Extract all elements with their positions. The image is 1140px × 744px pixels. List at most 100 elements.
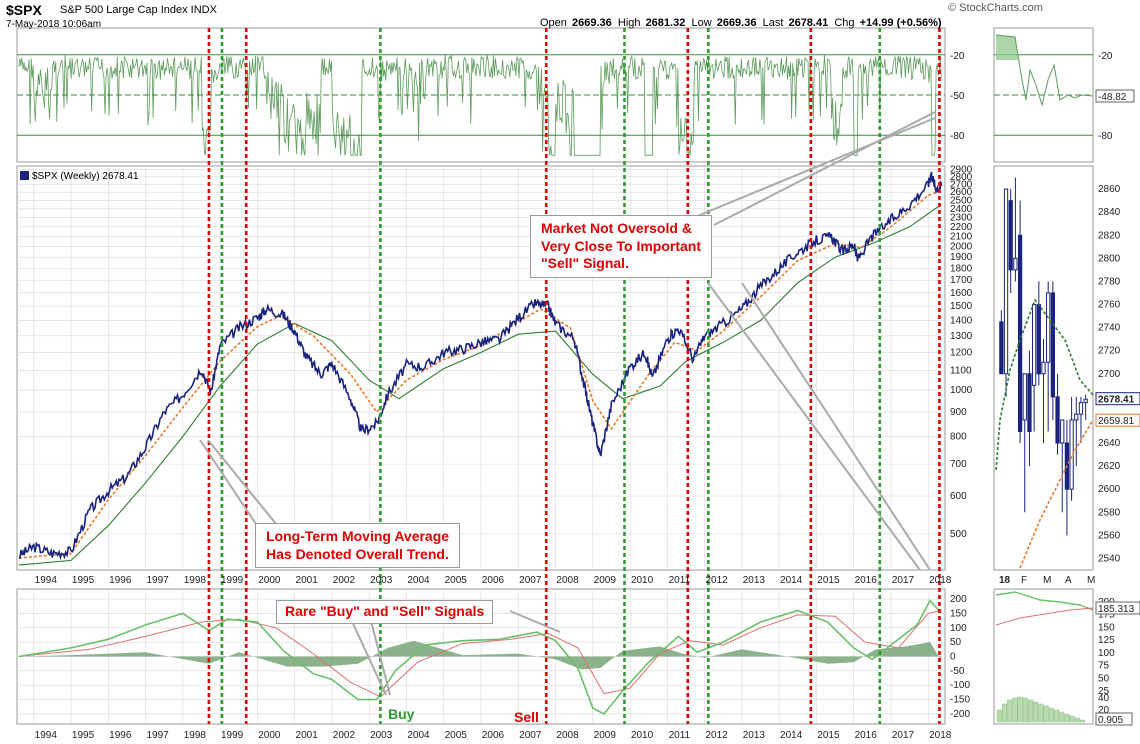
macd-line: [18, 599, 942, 715]
high-value: 2681.32: [645, 17, 686, 29]
symbol-description: S&P 500 Large Cap Index INDX: [60, 4, 217, 16]
x-tick-label: 2013: [743, 730, 766, 741]
x-tick-label: 1999: [221, 730, 244, 741]
macd-tick-label: -200: [950, 709, 970, 720]
price-tick-label: 2400: [950, 204, 973, 215]
inset-price-tick-label: 2580: [1098, 507, 1121, 518]
inset-x-tick-label: F: [1021, 575, 1027, 586]
x-tick-label: 1997: [146, 575, 169, 586]
x-tick-label: 2004: [407, 730, 430, 741]
annotation-line: Very Close To Important: [541, 237, 701, 254]
x-tick-label: 1994: [35, 730, 58, 741]
inset-x-tick-label: M: [1043, 575, 1051, 586]
inset-sub-last-value: 0.905: [1098, 715, 1123, 726]
x-tick-label: 2011: [669, 730, 691, 741]
inset-sub-bar: [1012, 697, 1018, 723]
price-legend: $SPX (Weekly) 2678.41: [20, 171, 139, 182]
inset-candle-body: [1036, 304, 1041, 375]
inset-macd-tick-label: 100: [1098, 648, 1115, 659]
inset-macd-line: [995, 591, 1094, 611]
inset-sub-bar: [1048, 707, 1054, 723]
chg-value: +14.99 (+0.56%): [859, 17, 942, 29]
inset-sub-bar: [1027, 699, 1034, 723]
x-tick-label: 2008: [556, 575, 579, 586]
inset-price-tick-label: 2700: [1098, 369, 1121, 380]
callout-connector: [694, 117, 936, 218]
annotation-long-term-ma: Long-Term Moving Average Has Denoted Ove…: [255, 523, 461, 568]
inset-candle-body: [1050, 292, 1056, 398]
x-tick-label: 2015: [817, 730, 840, 741]
x-tick-label: 2017: [892, 730, 915, 741]
x-tick-label: 2005: [445, 730, 468, 741]
x-tick-label: 2009: [594, 730, 617, 741]
inset-sub-bar: [1001, 703, 1008, 723]
inset-sub-tick-label: 40: [1098, 693, 1110, 704]
inset-x-tick-label: M: [1087, 575, 1095, 586]
inset-x-tick-label: A: [1065, 575, 1072, 586]
price-tick-label: 900: [950, 407, 967, 418]
price-tick-label: 1500: [950, 301, 973, 312]
price-tick-label: 1200: [950, 347, 973, 358]
inset-sub-tick-label: 20: [1098, 705, 1110, 716]
x-tick-label: 2003: [370, 575, 393, 586]
open-label: Open: [540, 17, 567, 29]
short-moving-average-line: [18, 189, 942, 559]
x-tick-label: 2008: [556, 730, 579, 741]
callout-connector: [509, 610, 561, 633]
inset-sub-bar: [1053, 709, 1060, 723]
x-tick-label: 2006: [482, 730, 505, 741]
inset-candle-body: [1083, 398, 1088, 404]
inset-oscillator-last-value: -48.82: [1098, 92, 1127, 103]
inset-price-tick-label: 2600: [1098, 484, 1121, 495]
inset-sub-bar: [1079, 719, 1086, 723]
inset-candle-body: [1013, 257, 1018, 271]
x-tick-label: 2002: [333, 730, 356, 741]
x-tick-label: 2016: [855, 730, 878, 741]
callout-connector: [369, 616, 391, 696]
chg-label: Chg: [834, 17, 855, 29]
open-value: 2669.36: [571, 17, 612, 29]
price-tick-label: 700: [950, 459, 967, 470]
inset-sub-bar: [1007, 699, 1013, 723]
inset-sub-bar: [1074, 717, 1080, 723]
inset-price-tick-label: 2780: [1098, 276, 1121, 287]
inset-x-tick-label: 18: [999, 575, 1011, 586]
price-tick-label: 2300: [950, 213, 973, 224]
x-tick-label: 2011: [669, 575, 691, 586]
x-tick-label: 2009: [594, 575, 617, 586]
annotation-line: Rare "Buy" and "Sell" Signals: [285, 603, 485, 619]
price-tick-label: 2500: [950, 195, 973, 206]
inset-macd-tick-label: 125: [1098, 635, 1115, 646]
macd-tick-label: -50: [950, 666, 965, 677]
price-tick-label: 2100: [950, 231, 973, 242]
x-tick-label: 1997: [146, 730, 169, 741]
inset-price-tick-label: 2560: [1098, 530, 1121, 541]
inset-macd-tick-label: 75: [1098, 661, 1110, 672]
inset-long-ma: [995, 298, 1094, 471]
inset-sub-bar: [1033, 701, 1039, 723]
inset-price-tick-label: 2800: [1098, 253, 1121, 264]
inset-price-label: 2659.81: [1098, 416, 1135, 427]
price-tick-label: 2900: [950, 165, 973, 176]
inset-macd-signal: [995, 607, 1094, 626]
ohlc-readout: Open 2669.36 High 2681.32 Low 2669.36 La…: [540, 17, 942, 29]
x-tick-label: 1994: [35, 575, 58, 586]
inset-macd-last-value: 185.313: [1098, 604, 1135, 615]
oscillator-tick-label: -20: [950, 51, 965, 62]
chart-date: 7-May-2018 10:06am: [6, 19, 102, 30]
inset-oscillator-tick-label: -20: [1098, 51, 1113, 62]
inset-candle-body: [1046, 292, 1051, 363]
inset-sub-bar: [996, 709, 1002, 723]
macd-histogram: [18, 640, 942, 670]
inset-macd-tick-label: 175: [1098, 610, 1115, 621]
inset-macd-last-box: [1095, 601, 1140, 615]
macd-tick-label: 50: [950, 637, 962, 648]
low-label: Low: [691, 17, 712, 29]
x-tick-label: 2001: [296, 730, 319, 741]
stockcharts-credit: © StockCharts.com: [948, 2, 1043, 14]
oscillator-tick-label: -80: [950, 131, 965, 142]
x-tick-label: 1995: [72, 575, 95, 586]
inset-price-tick-label: 2540: [1098, 553, 1121, 564]
inset-sub-bar: [1017, 696, 1023, 723]
sell-label: Sell: [514, 709, 539, 725]
